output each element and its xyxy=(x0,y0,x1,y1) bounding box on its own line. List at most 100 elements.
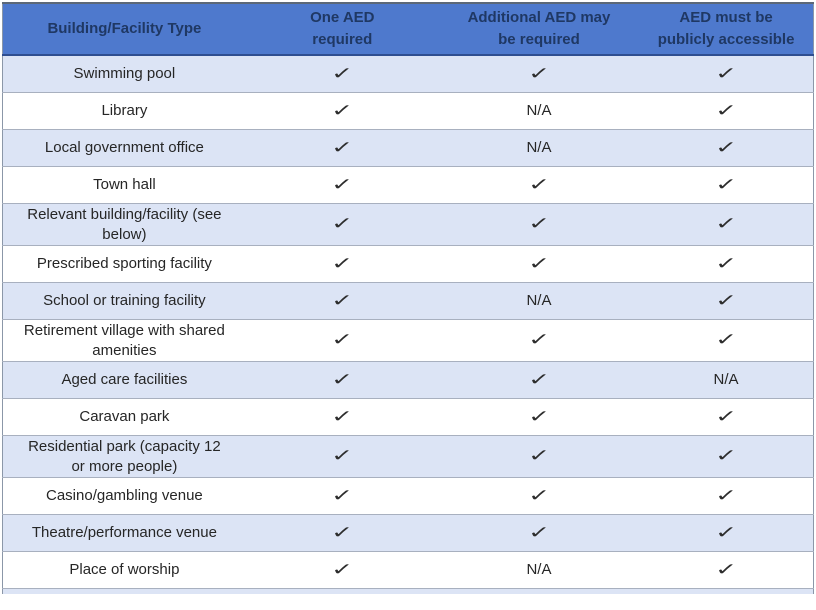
one-aed-cell: ✓ xyxy=(245,514,439,552)
cell-value: ✓ xyxy=(715,100,738,121)
facility-type-cell: Residential park (capacity 12 or more pe… xyxy=(2,435,246,478)
row-label: Prescribed sporting facility xyxy=(36,255,212,273)
cell-value: ✓ xyxy=(527,63,551,84)
cell-value: ✓ xyxy=(715,253,738,274)
facility-type-cell: Place of worship xyxy=(2,551,246,589)
one-aed-cell: ✓ xyxy=(245,551,439,589)
row-label: Local government office xyxy=(44,139,204,157)
public-access-cell: N/A xyxy=(639,361,814,399)
cell-value: ✓ xyxy=(331,446,354,467)
cell-value: ✓ xyxy=(715,214,738,235)
facility-type-cell: Town hall xyxy=(2,166,246,204)
one-aed-cell: ✓ xyxy=(245,282,439,320)
cell-value: N/A xyxy=(526,292,552,310)
public-access-cell: ✓ xyxy=(639,92,814,130)
cell-value: ✓ xyxy=(715,406,738,427)
facility-type-cell: Casino/gambling venue xyxy=(2,477,246,515)
cell-value: ✓ xyxy=(715,174,738,195)
public-access-cell: ✓ xyxy=(639,551,814,589)
cell-value: ✓ xyxy=(715,63,738,84)
cell-value: ✓ xyxy=(715,485,738,506)
header-label: Additional AED may be required xyxy=(467,9,611,48)
table-row: Local government office ✓ N/A ✓ xyxy=(2,129,814,167)
public-access-cell: ✓ xyxy=(639,245,814,283)
cell-value: ✓ xyxy=(331,330,354,351)
cell-value: ✓ xyxy=(331,174,354,195)
table-header: Building/Facility Type One AED required … xyxy=(2,3,814,56)
one-aed-cell: ✓ xyxy=(245,55,439,93)
row-label: School or training facility xyxy=(43,292,206,310)
public-access-cell: ✓ xyxy=(639,166,814,204)
row-label: Swimming pool xyxy=(73,65,176,83)
additional-aed-cell: ✓ xyxy=(438,398,640,436)
cell-value: ✓ xyxy=(331,485,354,506)
table-row: Caravan park ✓ ✓ ✓ xyxy=(2,398,814,436)
cell-value: ✓ xyxy=(715,290,738,311)
cell-value: ✓ xyxy=(331,214,354,235)
cell-value: ✓ xyxy=(527,369,551,390)
public-access-cell: ✓ xyxy=(639,129,814,167)
cell-value: ✓ xyxy=(527,485,551,506)
additional-aed-cell: ✓ xyxy=(438,203,640,246)
one-aed-cell: ✓ xyxy=(245,203,439,246)
cell-value: ✓ xyxy=(331,63,354,84)
additional-aed-cell: ✓ xyxy=(438,55,640,93)
table-row: Retirement village with shared amenities… xyxy=(2,319,814,362)
one-aed-cell: ✓ xyxy=(245,361,439,399)
header-label: Building/Facility Type xyxy=(47,20,202,38)
additional-aed-cell: ✓ xyxy=(438,514,640,552)
table-row: Aged care facilities ✓ ✓ N/A xyxy=(2,361,814,399)
table-row: School or training facility ✓ N/A ✓ xyxy=(2,282,814,320)
header-publicly-accessible: AED must be publicly accessible xyxy=(639,3,814,56)
cell-value: ✓ xyxy=(715,330,738,351)
cell-value: ✓ xyxy=(527,330,551,351)
cell-value: ✓ xyxy=(715,559,738,580)
facility-type-cell: Theatre/performance venue xyxy=(2,514,246,552)
facility-type-cell: Retirement village with shared amenities xyxy=(2,319,246,362)
table-row: Relevant building/facility (see below) ✓… xyxy=(2,203,814,246)
row-label: Aged care facilities xyxy=(61,371,188,389)
facility-type-cell: Caravan park xyxy=(2,398,246,436)
cell-value: N/A xyxy=(713,371,739,389)
aed-requirements-table: Building/Facility Type One AED required … xyxy=(2,2,814,594)
public-access-cell: ✓ xyxy=(639,477,814,515)
cell-value: ✓ xyxy=(527,406,551,427)
row-label: Casino/gambling venue xyxy=(46,487,203,505)
additional-aed-cell: N/A xyxy=(438,282,640,320)
additional-aed-cell: N/A xyxy=(438,551,640,589)
one-aed-cell: ✓ xyxy=(245,398,439,436)
public-access-cell: ✓ xyxy=(639,398,814,436)
additional-aed-cell: N/A xyxy=(438,92,640,130)
table-row: Theatre/performance venue ✓ ✓ ✓ xyxy=(2,514,814,552)
public-access-cell: ✓ xyxy=(639,55,814,93)
header-additional-aed: Additional AED may be required xyxy=(438,3,640,56)
row-label: Caravan park xyxy=(79,408,170,426)
cell-value: ✓ xyxy=(331,290,354,311)
table-row: Residential park (capacity 12 or more pe… xyxy=(2,435,814,478)
additional-aed-cell: ✓ xyxy=(438,166,640,204)
additional-aed-cell: ✓ xyxy=(438,477,640,515)
partial-next-row xyxy=(2,588,814,594)
facility-type-cell: Prescribed sporting facility xyxy=(2,245,246,283)
row-label: Residential park (capacity 12 or more pe… xyxy=(28,438,221,475)
header-one-aed-required: One AED required xyxy=(245,3,439,56)
row-label: Library xyxy=(101,102,148,120)
one-aed-cell: ✓ xyxy=(245,319,439,362)
public-access-cell: ✓ xyxy=(639,282,814,320)
facility-type-cell: Aged care facilities xyxy=(2,361,246,399)
table-row: Prescribed sporting facility ✓ ✓ ✓ xyxy=(2,245,814,283)
additional-aed-cell: ✓ xyxy=(438,245,640,283)
public-access-cell: ✓ xyxy=(639,203,814,246)
facility-type-cell: School or training facility xyxy=(2,282,246,320)
one-aed-cell: ✓ xyxy=(245,245,439,283)
cell-value: ✓ xyxy=(331,137,354,158)
public-access-cell: ✓ xyxy=(639,435,814,478)
row-label: Place of worship xyxy=(69,561,180,579)
one-aed-cell: ✓ xyxy=(245,129,439,167)
additional-aed-cell: N/A xyxy=(438,129,640,167)
public-access-cell: ✓ xyxy=(639,319,814,362)
cell-value: ✓ xyxy=(715,446,738,467)
one-aed-cell: ✓ xyxy=(245,92,439,130)
cell-value: ✓ xyxy=(527,253,551,274)
